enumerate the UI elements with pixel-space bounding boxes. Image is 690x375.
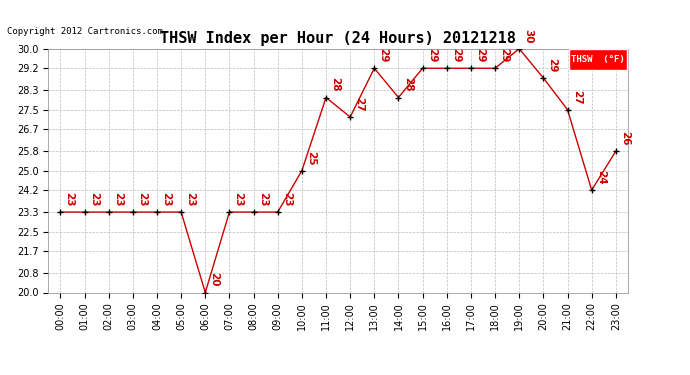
Text: 23: 23 <box>89 192 99 207</box>
Text: 23: 23 <box>161 192 171 207</box>
Text: 28: 28 <box>331 78 340 92</box>
Text: THSW  (°F): THSW (°F) <box>571 55 624 64</box>
Text: Copyright 2012 Cartronics.com: Copyright 2012 Cartronics.com <box>7 27 163 36</box>
Text: 23: 23 <box>113 192 123 207</box>
Text: 23: 23 <box>65 192 75 207</box>
Text: 23: 23 <box>137 192 147 207</box>
Text: 29: 29 <box>548 58 558 72</box>
Text: 29: 29 <box>451 48 461 63</box>
Text: 25: 25 <box>306 151 316 165</box>
Text: 28: 28 <box>403 78 413 92</box>
Text: 26: 26 <box>620 131 630 146</box>
Text: 29: 29 <box>427 48 437 63</box>
Text: 27: 27 <box>572 90 582 104</box>
Text: 20: 20 <box>210 273 219 287</box>
Text: 24: 24 <box>596 170 606 184</box>
Text: 30: 30 <box>524 29 533 43</box>
Text: 23: 23 <box>258 192 268 207</box>
Text: 23: 23 <box>282 192 292 207</box>
Text: 29: 29 <box>379 48 388 63</box>
Text: 23: 23 <box>186 192 195 207</box>
Text: 27: 27 <box>355 97 364 111</box>
Text: 29: 29 <box>475 48 485 63</box>
Text: 23: 23 <box>234 192 244 207</box>
Text: 29: 29 <box>500 48 509 63</box>
Title: THSW Index per Hour (24 Hours) 20121218: THSW Index per Hour (24 Hours) 20121218 <box>160 31 516 46</box>
